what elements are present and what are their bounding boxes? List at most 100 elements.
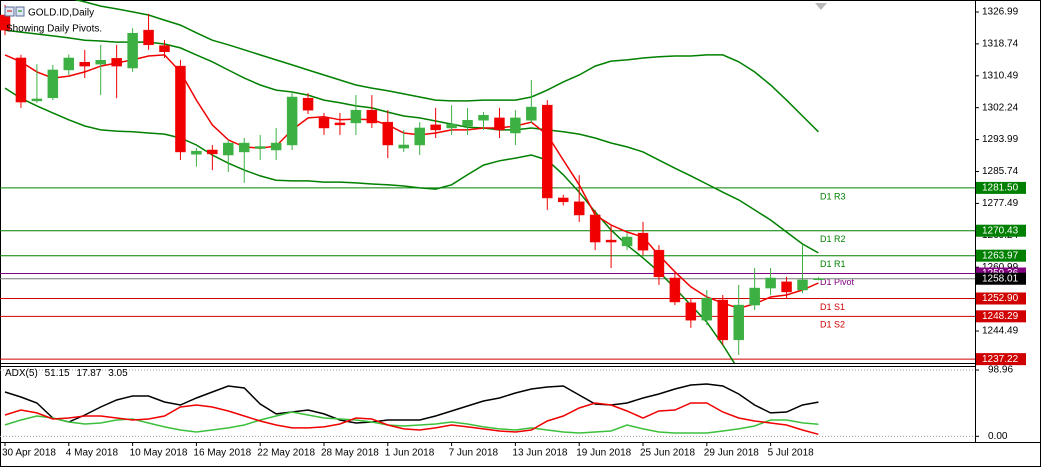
candle-body: [47, 69, 59, 99]
candle-body: [589, 214, 601, 243]
candle-body: [717, 299, 728, 341]
pivot-label: D1 R2: [820, 234, 846, 244]
x-tick-label: 7 Jun 2018: [449, 448, 499, 459]
candle-body: [95, 60, 106, 65]
y-tick-label: 1326.99: [982, 7, 1019, 18]
indicator-value: 51.15: [45, 368, 70, 379]
candle-body: [797, 279, 808, 291]
y-tick-label: 1318.74: [982, 39, 1019, 50]
current-price-label: 1258.01: [982, 273, 1019, 284]
candle-body: [462, 119, 473, 127]
candle-body: [191, 150, 202, 155]
candle-body: [286, 96, 298, 146]
candle-body: [621, 236, 633, 247]
chart-subtitle: Showing Daily Pivots.: [6, 24, 102, 35]
indicator-title: ADX(5) 51.15 17.87 3.05: [5, 368, 128, 379]
candle-body: [239, 142, 250, 153]
pivot-price-box: [976, 224, 1026, 237]
pivot-label: D1 Pivot: [820, 277, 855, 287]
candle-body: [430, 124, 441, 131]
candle-body: [669, 277, 681, 303]
candle-body: [159, 45, 170, 53]
candle-body: [478, 114, 489, 121]
indicator-line: [4, 383, 819, 424]
pivot-price-label: 1281.50: [982, 183, 1019, 194]
y-tick-label: 1285.74: [982, 166, 1019, 177]
x-tick-label: 4 May 2018: [66, 448, 119, 459]
pivot-label: D1 S3: [820, 363, 845, 373]
candle-body: [749, 287, 760, 306]
x-tick-label: 10 May 2018: [130, 448, 188, 459]
candle-body: [254, 146, 266, 149]
pivot-price-box: [976, 353, 1026, 366]
candle-body: [605, 239, 617, 243]
candle-body: [366, 109, 378, 124]
candle-body: [143, 29, 154, 46]
candle-body: [510, 117, 521, 134]
candle-body: [637, 232, 649, 251]
pivot-price-label: 1263.97: [982, 250, 1019, 261]
pivot-price-box: [976, 249, 1026, 262]
indicator-line: [4, 411, 819, 434]
chart-title: GOLD.ID,Daily: [28, 8, 94, 19]
indicator-name: ADX(5): [5, 368, 38, 379]
indicator-value: 17.87: [76, 368, 101, 379]
y-tick-label: 1260.99: [982, 262, 1019, 273]
candle-body: [111, 58, 122, 67]
candle-body: [350, 109, 362, 124]
y-tick-label: 1277.49: [982, 198, 1019, 209]
main-panel: D1 R3 D1 R2 D1 R1 D1 Pivot D1 S1 D1 S2 D1 S3: [0, 0, 975, 373]
y-tick-label: 98.96: [988, 365, 1013, 376]
candle-body: [207, 149, 218, 155]
y-tick-label: 1310.49: [982, 70, 1019, 81]
candle-body: [334, 122, 346, 126]
window-icon: [4, 6, 25, 17]
candle-body: [31, 98, 43, 102]
x-tick-label: 16 May 2018: [193, 448, 251, 459]
adx-panel: [0, 369, 975, 437]
y-tick-label: 1302.24: [982, 102, 1019, 113]
candle-body: [765, 277, 776, 289]
indicator-line: [4, 87, 736, 363]
pivot-price-label: 1248.29: [982, 311, 1019, 322]
candle-body: [701, 297, 713, 321]
indicator-line: [4, 54, 819, 309]
indicator-value: 3.05: [108, 368, 128, 379]
pivot-label: D1 S2: [820, 320, 845, 330]
pivot-label: D1 R3: [820, 191, 846, 201]
candle-body: [781, 281, 792, 293]
y-tick-label: 1293.99: [982, 134, 1019, 145]
candle-body: [15, 57, 27, 103]
candle-body: [79, 61, 90, 67]
candle-body: [653, 249, 665, 278]
candle-body: [542, 104, 553, 199]
candle-body: [318, 117, 330, 129]
pivot-price-box: [976, 292, 1026, 305]
candle-body: [685, 302, 697, 321]
x-tick-label: 28 May 2018: [321, 448, 379, 459]
candle-body: [398, 144, 409, 149]
y-tick-label: 0.00: [988, 431, 1008, 442]
candle-body: [270, 142, 282, 151]
candle-body: [813, 278, 824, 280]
candle-body: [63, 57, 75, 71]
pivot-price-box: [976, 181, 1026, 194]
shift-marker: [815, 3, 827, 10]
x-tick-label: 13 Jun 2018: [512, 448, 567, 459]
candle-body: [494, 117, 505, 131]
pivot-price-box: [976, 310, 1026, 323]
pivot-label: D1 S1: [820, 302, 845, 312]
current-price-box: [976, 272, 1026, 285]
x-tick-label: 22 May 2018: [257, 448, 315, 459]
candle-body: [733, 304, 744, 341]
candle-body: [302, 97, 314, 111]
labels: GOLD.ID,Daily Showing Daily Pivots. 1326…: [2, 3, 1026, 459]
candle-body: [175, 65, 186, 153]
indicator-line: [4, 29, 819, 254]
x-tick-label: 29 Jun 2018: [704, 448, 759, 459]
x-tick-label: 30 Apr 2018: [2, 448, 56, 459]
candle-body: [446, 123, 457, 129]
